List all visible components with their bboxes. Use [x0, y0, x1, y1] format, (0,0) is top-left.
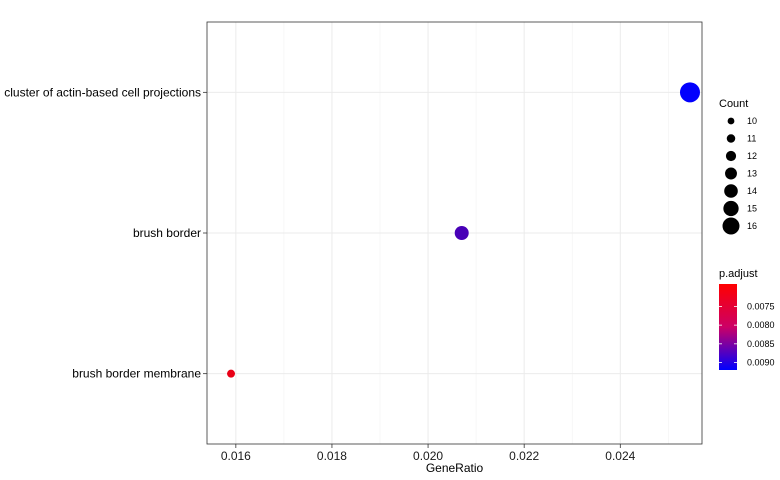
x-axis-title: GeneRatio — [426, 461, 484, 475]
p-adjust-legend-label: 0.0075 — [747, 301, 775, 311]
count-legend-dot — [727, 117, 735, 125]
p-adjust-colorbar — [719, 284, 737, 370]
p-adjust-legend-title: p.adjust — [719, 268, 758, 280]
p-adjust-legend-label: 0.0085 — [747, 339, 775, 349]
count-legend-label: 14 — [747, 186, 757, 196]
count-legend-label: 11 — [747, 134, 756, 144]
data-point — [227, 369, 236, 378]
count-legend-dot — [725, 150, 737, 162]
count-legend-label: 12 — [747, 151, 757, 161]
x-tick-label: 0.024 — [605, 449, 635, 463]
count-legend: Count 10 11 12 13 14 15 16 — [719, 98, 757, 235]
x-axis-ticks: 0.016 0.018 0.020 0.022 0.024 — [221, 444, 636, 463]
count-legend-title: Count — [719, 98, 748, 110]
data-point — [454, 226, 469, 240]
x-tick-label: 0.016 — [221, 449, 251, 463]
count-legend-dot — [726, 134, 736, 143]
x-tick-label: 0.020 — [413, 449, 443, 463]
grid-lines — [207, 22, 702, 444]
category-labels: cluster of actin-based cell projections b… — [4, 85, 207, 381]
p-adjust-legend-label: 0.0090 — [747, 358, 775, 368]
p-adjust-legend-label: 0.0080 — [747, 320, 775, 330]
count-legend-label: 16 — [747, 221, 757, 231]
category-label: cluster of actin-based cell projections — [4, 85, 201, 99]
count-legend-dot — [725, 167, 737, 180]
x-tick-label: 0.022 — [509, 449, 539, 463]
count-legend-dot — [723, 200, 739, 217]
count-legend-label: 13 — [747, 169, 757, 179]
p-adjust-legend: p.adjust 0.0075 0.0080 0.0085 0.0090 — [719, 268, 775, 370]
data-points — [227, 82, 700, 378]
count-legend-label: 15 — [747, 204, 757, 214]
count-legend-dot — [724, 184, 738, 198]
category-label: brush border membrane — [72, 367, 201, 381]
category-label: brush border — [133, 226, 201, 240]
x-tick-label: 0.018 — [317, 449, 347, 463]
count-legend-dot — [722, 217, 740, 235]
data-point — [679, 82, 700, 103]
count-legend-label: 10 — [747, 116, 757, 126]
